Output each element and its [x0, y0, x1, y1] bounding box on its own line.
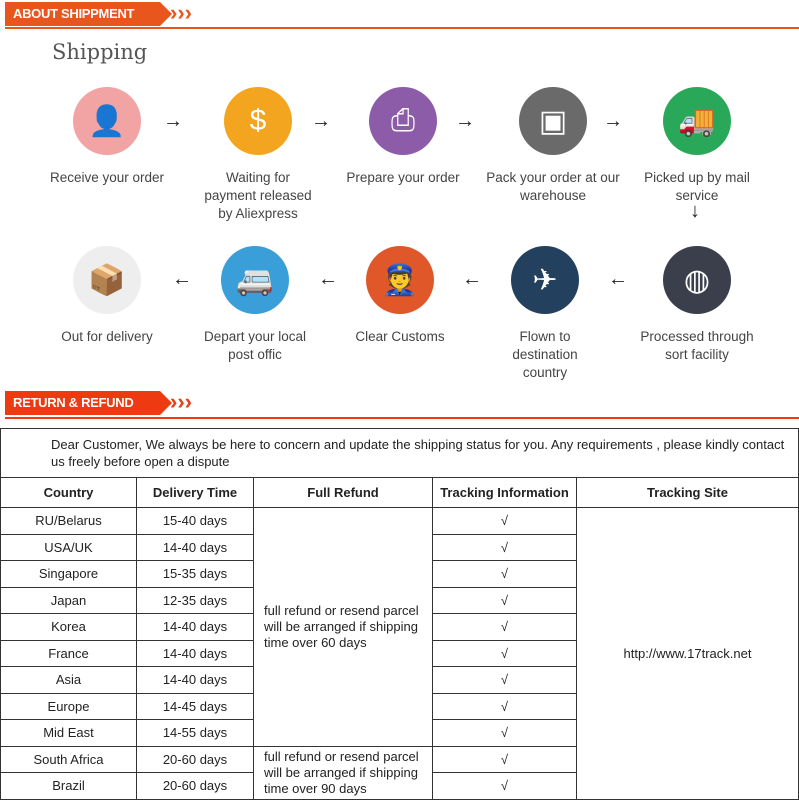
printer-icon: ⎙	[369, 87, 437, 155]
country-cell: Japan	[0, 586, 137, 614]
arrow-right-icon: →	[455, 110, 475, 132]
tracking-check-cell: √	[432, 745, 577, 773]
delivery-time-cell: 12-35 days	[136, 586, 254, 614]
step-5: 🚚 Picked up by mail service	[622, 87, 772, 205]
airplane-icon: ✈	[511, 246, 579, 314]
country-cell: RU/Belarus	[0, 507, 137, 535]
step-2: $ Waiting for payment released by Aliexpr…	[183, 87, 333, 223]
step-label: Out for delivery	[61, 329, 153, 344]
step-label: Prepare your order	[346, 170, 460, 185]
country-cell: Brazil	[0, 772, 137, 800]
tracking-check-cell: √	[432, 586, 577, 614]
step-6: ◍ Processed through sort facility	[622, 246, 772, 364]
chevrons-icon: ›››	[170, 0, 192, 25]
country-cell: Singapore	[0, 560, 137, 588]
delivery-time-cell: 14-40 days	[136, 639, 254, 667]
table-row: Mid East 14-55 days √	[0, 719, 799, 747]
country-cell: Europe	[0, 692, 137, 720]
delivery-time-cell: 14-40 days	[136, 666, 254, 694]
delivery-time-cell: 20-60 days	[136, 745, 254, 773]
step-1: 👤 Receive your order	[32, 87, 182, 187]
arrow-right-icon: →	[163, 110, 183, 132]
header-delivery-time: Delivery Time	[136, 477, 254, 508]
chevrons-icon: ›››	[170, 389, 192, 414]
globe-icon: ◍	[663, 246, 731, 314]
delivery-time-cell: 14-40 days	[136, 613, 254, 641]
step-4: ▣ Pack your order at our warehouse	[478, 87, 628, 205]
table-row: Brazil 20-60 days √	[0, 772, 799, 800]
divider	[5, 27, 799, 29]
arrow-down-icon: ↓	[690, 200, 700, 222]
step-label: Clear Customs	[355, 329, 445, 344]
step-3: ⎙ Prepare your order	[328, 87, 478, 187]
country-cell: Asia	[0, 666, 137, 694]
step-label: Flown to destination country	[512, 329, 578, 380]
truck-icon: 🚚	[663, 87, 731, 155]
delivery-time-cell: 20-60 days	[136, 772, 254, 800]
package-worker-icon: ▣	[519, 87, 587, 155]
header-tracking-site: Tracking Site	[576, 477, 799, 508]
shipping-table: Dear Customer, We always be here to conc…	[0, 428, 799, 800]
tracking-check-cell: √	[432, 533, 577, 561]
return-refund-banner: RETURN & REFUND	[5, 391, 172, 415]
country-cell: France	[0, 639, 137, 667]
arrow-left-icon: ←	[172, 268, 192, 290]
van-icon: 🚐	[221, 246, 289, 314]
arrow-right-icon: →	[603, 110, 623, 132]
divider	[5, 417, 799, 419]
country-cell: Korea	[0, 613, 137, 641]
country-cell: Mid East	[0, 719, 137, 747]
delivery-time-cell: 14-40 days	[136, 533, 254, 561]
country-cell: South Africa	[0, 745, 137, 773]
banner-title: ABOUT SHIPPMENT	[13, 6, 135, 21]
tracking-check-cell: √	[432, 692, 577, 720]
step-label: Waiting for payment released by Aliexpre…	[204, 170, 312, 221]
table-row: Japan 12-35 days √	[0, 586, 799, 614]
arrow-left-icon: ←	[608, 268, 628, 290]
table-row: Singapore 15-35 days √	[0, 560, 799, 588]
delivery-time-cell: 14-45 days	[136, 692, 254, 720]
step-label: Depart your local post offic	[203, 329, 307, 362]
customs-officer-icon: 👮	[366, 246, 434, 314]
delivery-time-cell: 15-40 days	[136, 507, 254, 535]
step-label: Pack your order at our warehouse	[486, 170, 620, 203]
money-bag-icon: $	[224, 87, 292, 155]
tracking-check-cell: √	[432, 719, 577, 747]
parcel-icon: 📦	[73, 246, 141, 314]
tracking-check-cell: √	[432, 613, 577, 641]
tracking-check-cell: √	[432, 507, 577, 535]
arrow-right-icon: →	[311, 110, 331, 132]
delivery-time-cell: 15-35 days	[136, 560, 254, 588]
country-cell: USA/UK	[0, 533, 137, 561]
arrow-left-icon: ←	[318, 268, 338, 290]
step-9: 🚐 Depart your local post offic	[180, 246, 330, 364]
person-at-desk-icon: 👤	[73, 87, 141, 155]
table-row: Europe 14-45 days √	[0, 692, 799, 720]
delivery-time-cell: 14-55 days	[136, 719, 254, 747]
table-row: RU/Belarus 15-40 days full refund or resen…	[0, 507, 799, 800]
header-country: Country	[0, 477, 137, 508]
arrow-left-icon: ←	[462, 268, 482, 290]
tracking-check-cell: √	[432, 560, 577, 588]
tracking-check-cell: √	[432, 772, 577, 800]
refund-60-cell: full refund or resend parcel will be arr…	[253, 507, 433, 747]
header-tracking-info: Tracking Information	[432, 477, 577, 508]
tracking-site-link[interactable]: http://www.17track.net	[576, 507, 799, 800]
tracking-check-cell: √	[432, 666, 577, 694]
step-label: Processed through sort facility	[640, 329, 754, 362]
intro-text: Dear Customer, We always be here to conc…	[0, 428, 799, 478]
step-10: 📦 Out for delivery	[32, 246, 182, 346]
banner-title: RETURN & REFUND	[13, 395, 134, 410]
step-label: Picked up by mail service	[644, 170, 750, 203]
header-full-refund: Full Refund	[253, 477, 433, 508]
step-7: ✈ Flown to destination country	[470, 246, 620, 382]
tracking-check-cell: √	[432, 639, 577, 667]
shipping-title: Shipping	[52, 40, 148, 64]
refund-90-cell: full refund or resend parcel will be arr…	[253, 745, 433, 800]
step-label: Receive your order	[49, 170, 165, 185]
table-row: USA/UK 14-40 days √	[0, 533, 799, 561]
step-8: 👮 Clear Customs	[325, 246, 475, 346]
about-shipment-banner: ABOUT SHIPPMENT	[5, 2, 172, 26]
